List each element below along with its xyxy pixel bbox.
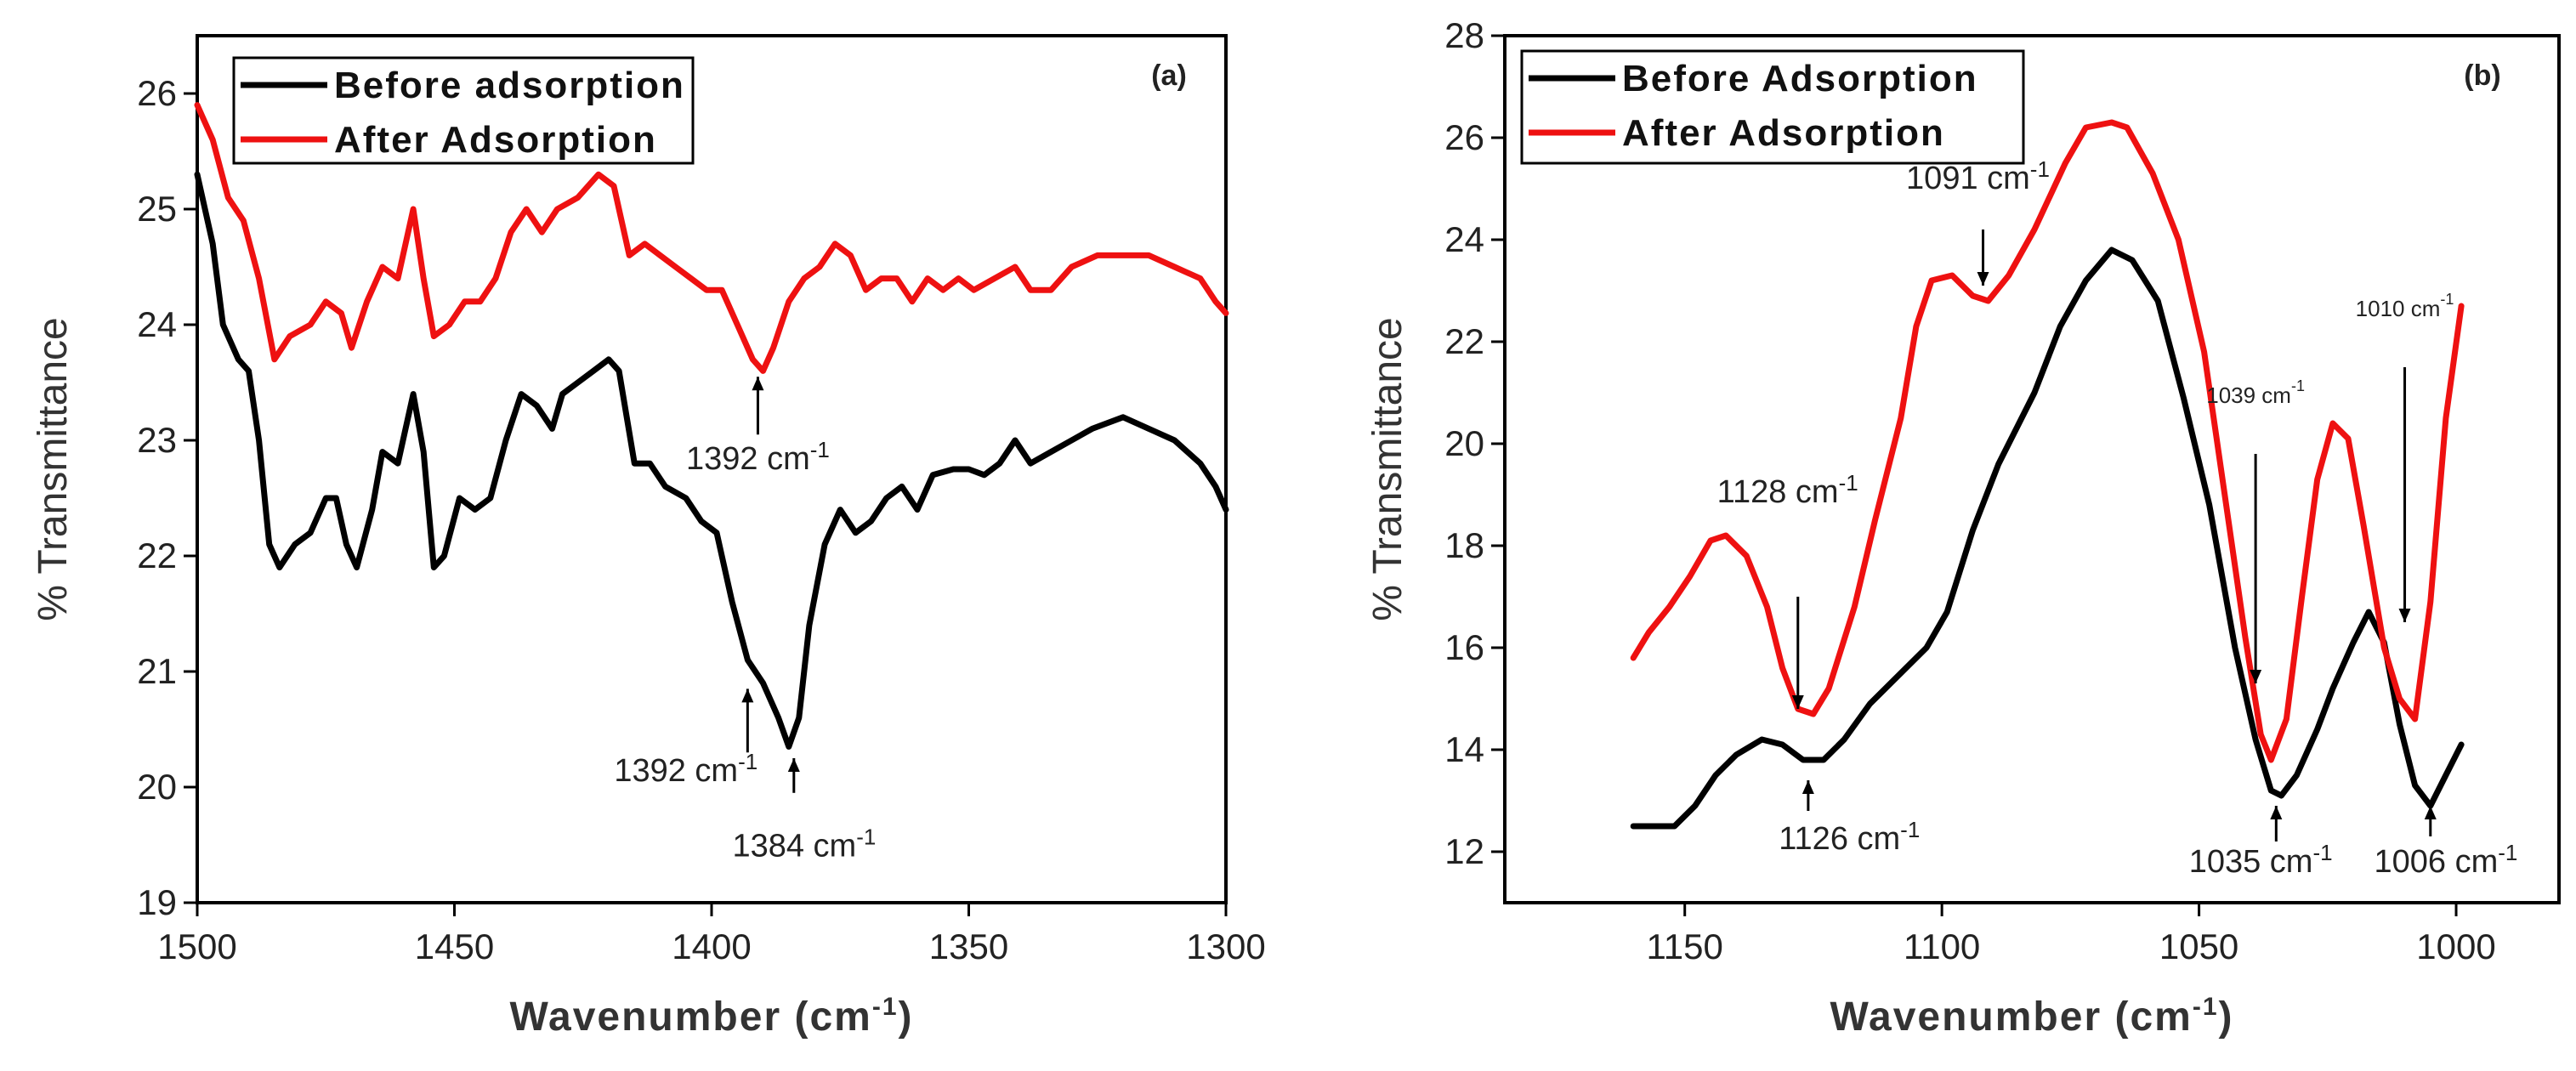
legend-entry: Before Adsorption [1622,58,1978,99]
annotation-label: 1010 cm-1 [2356,291,2454,321]
x-tick-label: 1050 [2159,926,2238,966]
annotation: 1392 cm-1 [686,377,830,477]
x-tick-label: 1400 [672,926,751,966]
y-tick-label: 22 [1444,321,1484,361]
y-axis-label: % Transmittance [1365,317,1410,620]
y-tick-label: 25 [137,189,177,229]
annotation-label: 1392 cm-1 [614,749,757,789]
panel-label: (a) [1151,60,1187,92]
annotation: 1392 cm-1 [614,688,757,789]
annotation-label: 1035 cm-1 [2189,840,2333,880]
legend-entry: After Adsorption [1622,112,1945,154]
annotation-label: 1006 cm-1 [2374,840,2517,880]
y-tick-label: 20 [137,767,177,807]
y-tick-label: 24 [1444,219,1484,259]
annotation-arrow-head [1801,780,1814,794]
annotation-arrow-head [2270,806,2283,819]
series-line-before [194,171,1229,750]
y-tick-label: 14 [1444,729,1484,769]
annotation: 1035 cm-1 [2189,806,2333,880]
annotation-label: 1128 cm-1 [1717,470,1858,510]
y-tick-label: 28 [1444,15,1484,55]
y-tick-label: 19 [137,882,177,922]
x-tick-label: 1100 [1904,926,1980,966]
legend: Before adsorption After Adsorption [232,56,695,165]
annotation-label: 1091 cm-1 [1906,156,2050,196]
annotation-arrow-head [741,688,754,703]
series-line-after [194,102,1229,374]
legend: Before Adsorption After Adsorption [1520,49,2025,165]
y-tick-label: 20 [1444,423,1484,463]
annotation: 1126 cm-1 [1779,780,1920,857]
x-axis-label: Wavenumber (cm-1) [510,993,914,1040]
y-tick-label: 26 [1444,117,1484,157]
annotation-label: 1384 cm-1 [732,824,876,864]
x-tick-label: 1450 [415,926,494,966]
x-tick-label: 1000 [2416,926,2495,966]
annotation-arrow-head [2250,670,2262,683]
annotation-label: 1126 cm-1 [1779,817,1920,857]
plot-frame [1503,34,2561,904]
x-tick-label: 1150 [1647,926,1723,966]
y-tick-label: 18 [1444,525,1484,565]
annotation: 1128 cm-1 [1717,470,1858,709]
annotation: 1384 cm-1 [732,758,876,864]
annotation-arrow-head [1791,695,1804,709]
chart-panel-b: 12 14 16 18 20 22 24 26 28 1150 1100 1050 1000 Wavenu… [1365,15,2561,1040]
annotation-arrow-head [752,377,764,391]
annotation: 1006 cm-1 [2374,806,2517,880]
y-tick-label: 12 [1444,831,1484,871]
legend-entry: Before adsorption [334,65,685,106]
panel-label: (b) [2464,60,2500,92]
y-axis-label: % Transmittance [31,317,76,620]
annotation-arrow-head [2424,806,2437,819]
chart-panel-a: 19 20 21 22 23 24 25 26 1500 1450 1400 1350 1300 Wave… [31,34,1266,1040]
annotation-arrow-head [787,758,800,772]
x-tick-label: 1350 [929,926,1008,966]
legend-box [1520,49,2025,165]
annotation: 1091 cm-1 [1906,156,2050,286]
series-line-after [1630,119,2465,763]
x-tick-label: 1500 [157,926,236,966]
x-axis-label: Wavenumber (cm-1) [1830,993,2234,1040]
series-line-before [1630,246,2465,830]
annotation-label: 1039 cm-1 [2206,377,2305,408]
annotation-label: 1392 cm-1 [686,437,830,477]
y-tick-label: 26 [137,73,177,113]
annotation-arrow-head [2398,609,2411,622]
annotation: 1010 cm-1 [2356,291,2454,622]
y-tick-label: 22 [137,536,177,575]
legend-box [232,56,695,165]
annotation: 1039 cm-1 [2206,377,2305,683]
y-tick-label: 16 [1444,627,1484,667]
y-tick-label: 21 [137,651,177,691]
legend-entry: After Adsorption [334,119,657,161]
annotation-arrow-head [1977,272,1989,286]
x-tick-label: 1300 [1186,926,1265,966]
y-tick-label: 23 [137,420,177,460]
y-tick-label: 24 [137,304,177,344]
